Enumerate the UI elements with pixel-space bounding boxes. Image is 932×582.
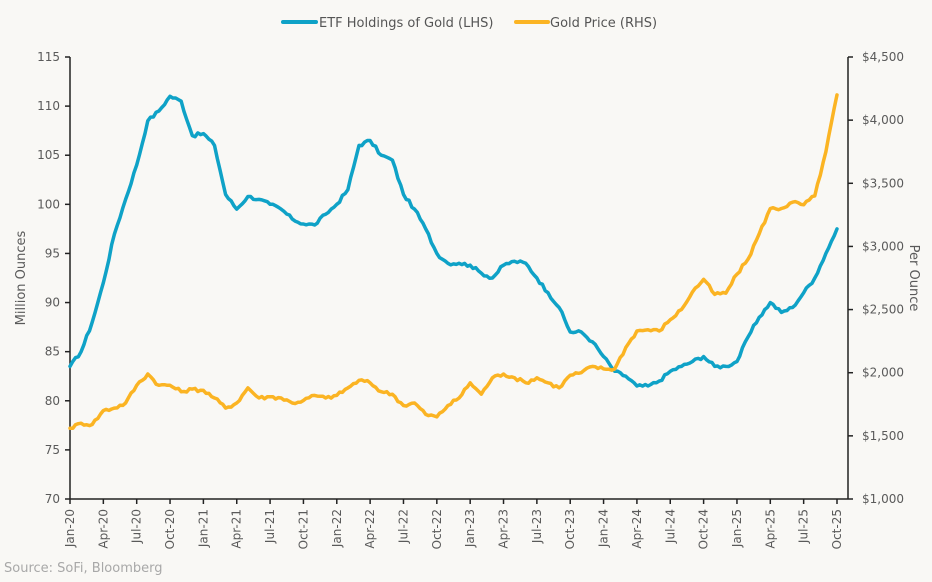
y-tick-label-left: 115	[37, 50, 60, 64]
y-tick-label-right: $1,500	[862, 429, 904, 443]
y-tick-label-right: $2,000	[862, 366, 904, 380]
y-tick-label-left: 105	[37, 148, 60, 162]
x-tick-label: Jul-24	[663, 509, 677, 544]
y-tick-label-left: 100	[37, 197, 60, 211]
y-tick-label-right: $3,000	[862, 239, 904, 253]
x-tick-label: Jul-23	[530, 509, 544, 544]
y-tick-label-left: 95	[45, 246, 60, 260]
x-ticks: Jan-20 Apr-20 Jul-20 Oct-20 Jan-21 Apr-21 Jul-…	[63, 499, 844, 549]
x-tick-label: Apr-24	[630, 509, 644, 549]
x-tick-label: Apr-25	[763, 509, 777, 549]
x-tick-label: Apr-21	[230, 509, 244, 549]
x-tick-label: Jan-22	[330, 509, 344, 548]
x-tick-label: Oct-21	[296, 509, 310, 549]
x-tick-label: Jan-20	[63, 509, 77, 548]
x-tick-label: Jan-24	[597, 509, 611, 548]
y-tick-label-right: $4,500	[862, 50, 904, 64]
x-tick-label: Oct-23	[563, 509, 577, 549]
x-tick-label: Jan-23	[463, 509, 477, 548]
x-tick-label: Oct-20	[163, 509, 177, 549]
x-tick-label: Jul-21	[263, 509, 277, 544]
y-axis-title-right: Per Ounce	[906, 245, 921, 312]
y-tick-label-right: $4,000	[862, 113, 904, 127]
y-tick-label-left: 70	[45, 492, 60, 506]
y-tick-label-left: 90	[45, 296, 60, 310]
y-ticks-left: 70 75 80 85 90 95 100 105 110 115	[37, 50, 70, 506]
x-tick-label: Jul-20	[130, 509, 144, 544]
series-line-etf-holdings	[68, 94, 839, 388]
axes	[69, 57, 849, 500]
x-tick-label: Jul-22	[396, 509, 410, 544]
legend-label-gold: Gold Price (RHS)	[550, 16, 657, 31]
y-tick-label-left: 110	[37, 99, 60, 113]
x-tick-label: Jan-25	[730, 509, 744, 548]
x-tick-label: Jul-25	[797, 509, 811, 544]
y-tick-label-right: $2,500	[862, 303, 904, 317]
x-tick-label: Apr-23	[497, 509, 511, 549]
y-tick-label-right: $3,500	[862, 176, 904, 190]
legend: ETF Holdings of Gold (LHS) Gold Price (R…	[281, 16, 657, 31]
y-tick-label-left: 80	[45, 394, 60, 408]
x-tick-label: Jan-21	[196, 509, 210, 548]
y-tick-label-right: $1,000	[862, 492, 904, 506]
x-tick-label: Oct-25	[830, 509, 844, 549]
series-layer	[68, 93, 839, 431]
y-tick-label-left: 85	[45, 345, 60, 359]
y-tick-label-left: 75	[45, 443, 60, 457]
y-axis-title-left: Million Ounces	[14, 230, 29, 325]
source-note: Source: SoFi, Bloomberg	[4, 561, 163, 576]
y-ticks-right: $1,000 $1,500 $2,000 $2,500 $3,000 $3,500 $4,0…	[848, 50, 904, 506]
series-line-gold-price	[68, 93, 839, 431]
x-tick-label: Apr-20	[96, 509, 110, 549]
x-tick-label: Oct-22	[430, 509, 444, 549]
x-tick-label: Apr-22	[363, 509, 377, 549]
legend-label-etf: ETF Holdings of Gold (LHS)	[319, 16, 493, 31]
x-tick-label: Oct-24	[697, 509, 711, 549]
